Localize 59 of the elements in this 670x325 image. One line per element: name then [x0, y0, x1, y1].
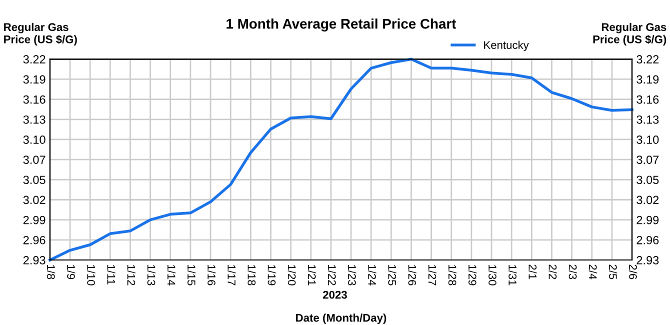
y2-tick-label: 3.02	[636, 196, 659, 204]
x-tick-label: 2/1	[528, 264, 537, 280]
x-tick-label: 1/25	[388, 265, 396, 286]
y2-tick-label: 2.93	[636, 256, 659, 264]
x-tick-label: 1/24	[368, 265, 376, 286]
y-tick-label: 2.96	[23, 236, 46, 244]
x-tick-label: 1/13	[147, 265, 156, 286]
x-tick-label: 1/27	[428, 265, 436, 286]
x-tick-label: 1/22	[328, 265, 336, 286]
y2-tick-label: 3.10	[636, 136, 659, 144]
x-tick-label: 1/20	[288, 265, 296, 286]
x-tick-label: 1/11	[107, 265, 116, 284]
y-tick-label: 2.99	[23, 216, 46, 224]
y-tick-label: 3.19	[23, 75, 46, 84]
y2-tick-label: 2.99	[636, 216, 659, 224]
x-tick-label: 1/21	[308, 265, 316, 286]
y2-tick-label: 3.22	[636, 55, 659, 64]
x-tick-label: 1/9	[67, 265, 76, 280]
x-axis-title: Date (Month/Day)	[296, 314, 386, 324]
x-tick-label: 1/29	[468, 265, 477, 286]
x-tick-label: 1/16	[208, 265, 216, 286]
x-tick-label: 2/6	[629, 264, 638, 280]
x-tick-label: 1/23	[348, 265, 356, 286]
x-tick-label: 2/2	[548, 264, 557, 280]
y-axis-title: Regular Gas Price (US $/G)	[4, 22, 77, 46]
x-tick-label: 1/31	[508, 265, 517, 286]
y-tick-label: 3.05	[23, 176, 46, 184]
y2-tick-label: 3.13	[636, 115, 659, 124]
x-tick-label: 1/30	[488, 265, 497, 286]
x-tick-label: 1/18	[248, 265, 256, 286]
chart-title: 1 Month Average Retail Price Chart	[226, 18, 456, 32]
y-tick-label: 3.13	[23, 115, 46, 124]
line-series	[48, 58, 634, 262]
y2-tick-label: 3.07	[636, 156, 659, 164]
y-tick-label: 3.10	[23, 136, 46, 144]
x-tick-label: 1/8	[47, 265, 56, 280]
y-tick-label: 3.07	[23, 156, 46, 164]
x-tick-label: 1/28	[448, 265, 457, 286]
x-tick-label: 1/26	[408, 265, 416, 286]
x-tick-label: 1/10	[87, 265, 96, 286]
y-tick-label: 3.02	[23, 196, 46, 204]
x-tick-label: 1/12	[127, 265, 136, 286]
y2-tick-label: 3.05	[636, 176, 659, 184]
y2-tick-label: 2.96	[636, 236, 659, 244]
x-tick-label: 1/17	[228, 265, 236, 286]
text: 2023	[323, 290, 347, 299]
x-tick-label: 2/4	[588, 264, 598, 280]
legend-label: Kentucky	[484, 40, 529, 52]
y-tick-label: 2.93	[23, 256, 46, 264]
y-tick-label: 3.16	[23, 95, 46, 104]
y2-tick-label: 3.16	[636, 95, 659, 104]
x-tick-label: 2/5	[608, 264, 618, 280]
x-tick-label: 1/14	[167, 265, 176, 286]
y2-axis-title: Regular Gas Price (US $/G)	[593, 22, 666, 46]
x-tick-label: 2/3	[568, 264, 577, 280]
y-tick-label: 3.22	[23, 55, 46, 64]
x-tick-label: 1/19	[268, 265, 276, 286]
x-tick-label: 1/15	[187, 265, 196, 286]
y2-tick-label: 3.19	[636, 75, 659, 84]
